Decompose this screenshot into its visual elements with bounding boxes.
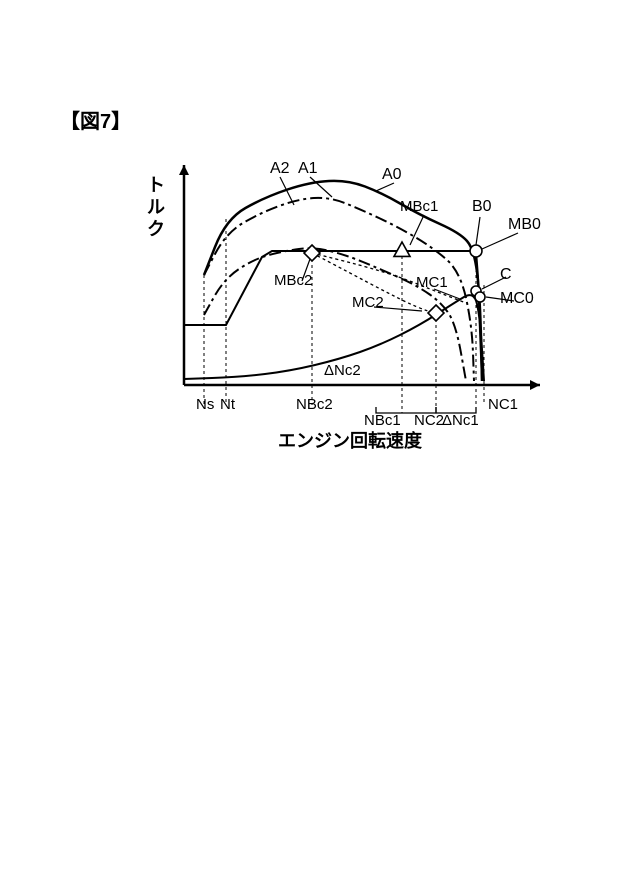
- torque-chart: A2 A1 A0 MBc1 B0 MB0 C MC0 MC1 MC2 MBc2 ΔNc2 Ns Nt NBc…: [120, 155, 580, 460]
- svg-text:A0: A0: [382, 166, 402, 183]
- svg-text:ΔNc2: ΔNc2: [324, 362, 361, 379]
- svg-text:MBc2: MBc2: [274, 272, 312, 289]
- page: 【図7】 A2 A1 A0 MBc1 B0 MB0 C MC0 MC1 MC2 MBc2 ΔNc2 Ns…: [0, 0, 640, 884]
- svg-text:MC0: MC0: [500, 290, 534, 307]
- svg-text:MBc1: MBc1: [400, 198, 438, 215]
- svg-text:MB0: MB0: [508, 216, 541, 233]
- svg-text:ク: ク: [147, 219, 165, 239]
- svg-text:ΔNc1: ΔNc1: [442, 412, 479, 429]
- svg-text:エンジン回転速度: エンジン回転速度: [278, 430, 423, 451]
- svg-text:NC1: NC1: [488, 396, 518, 413]
- svg-text:Ns: Ns: [196, 396, 214, 413]
- svg-text:C: C: [500, 266, 512, 283]
- svg-text:NBc2: NBc2: [296, 396, 333, 413]
- svg-text:Nt: Nt: [220, 396, 236, 413]
- svg-text:ル: ル: [147, 197, 165, 217]
- svg-text:MC1: MC1: [416, 274, 448, 291]
- svg-text:NBc1: NBc1: [364, 412, 401, 429]
- svg-text:ト: ト: [147, 175, 165, 195]
- chart-svg: A2 A1 A0 MBc1 B0 MB0 C MC0 MC1 MC2 MBc2 ΔNc2 Ns Nt NBc…: [120, 155, 580, 455]
- svg-text:A2: A2: [270, 160, 290, 177]
- figure-caption: 【図7】: [60, 105, 131, 134]
- svg-text:NC2: NC2: [414, 412, 444, 429]
- svg-text:A1: A1: [298, 160, 318, 177]
- svg-text:MC2: MC2: [352, 294, 384, 311]
- svg-text:B0: B0: [472, 198, 492, 215]
